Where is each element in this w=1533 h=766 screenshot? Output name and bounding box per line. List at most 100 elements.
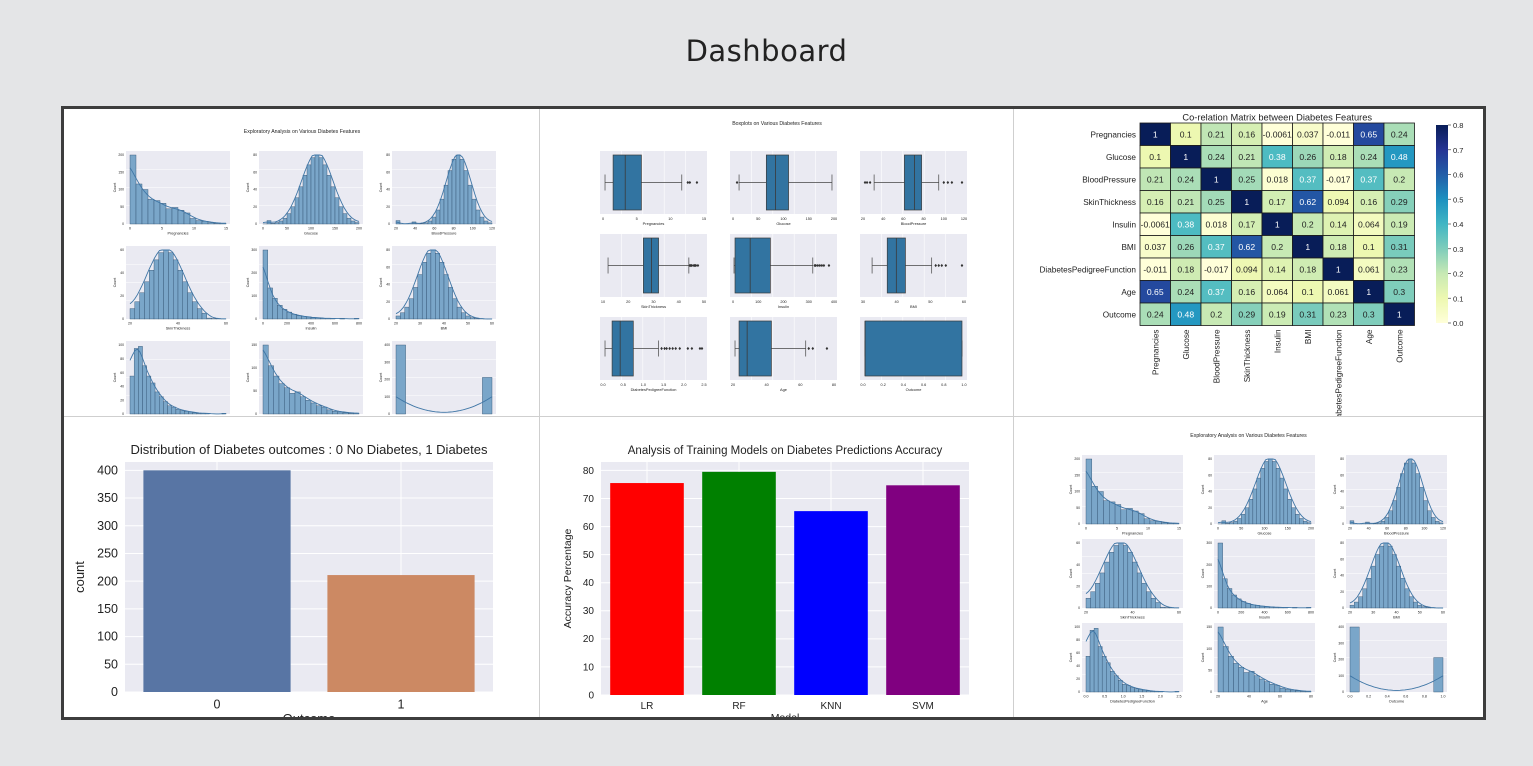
- colorbar: [1436, 125, 1448, 323]
- histogram-bar: [318, 157, 324, 225]
- y-tick-label: 100: [118, 343, 124, 347]
- subplot-outcome: 0.00.20.40.60.81.00100200300400OutcomeCo…: [379, 341, 496, 416]
- outlier-marker: [822, 263, 826, 268]
- histogram-bar: [471, 198, 477, 225]
- x-tick-label: 0: [602, 217, 604, 221]
- heatmap-cell: 0.24: [1139, 302, 1171, 326]
- x-tick-label: 60: [1385, 527, 1389, 531]
- y-tick-label: 300: [251, 248, 257, 252]
- histogram-bar: [1237, 518, 1242, 525]
- histogram-bar: [1259, 678, 1265, 693]
- box: [765, 154, 789, 211]
- x-tick-label: 80: [832, 383, 836, 387]
- histogram-bar: [1438, 522, 1444, 525]
- histogram-bar: [1136, 572, 1143, 609]
- y-tick-label: 0: [255, 317, 257, 321]
- heatmap-cell: 0.064: [1353, 212, 1385, 236]
- x-tick-label: 30: [651, 300, 655, 304]
- histogram-bar: [163, 401, 168, 415]
- histogram-bar: [278, 220, 284, 225]
- x-tick-label: LR: [641, 701, 654, 712]
- y-tick-label: 100: [1338, 674, 1344, 678]
- y-tick-label: 60: [583, 522, 595, 533]
- x-tick-label: 1.0: [961, 383, 966, 387]
- y-axis-label: Count: [379, 183, 383, 193]
- histogram-bar: [182, 281, 188, 320]
- x-tick-label: 30: [1371, 611, 1375, 615]
- heatmap-cell: 0.3: [1353, 302, 1385, 326]
- heatmap-cell: 0.18: [1322, 145, 1354, 169]
- y-tick-label: 80: [386, 153, 390, 157]
- x-tick-label: 80: [1309, 695, 1313, 699]
- histogram-bar: [346, 217, 352, 225]
- chart-title: Analysis of Training Models on Diabetes …: [628, 445, 943, 457]
- histogram-bar: [1248, 670, 1255, 693]
- outlier-marker: [686, 346, 690, 351]
- histogram-bar: [1375, 554, 1380, 609]
- x-tick-label: 600: [332, 322, 338, 326]
- heatmap-cell: 0.16: [1139, 190, 1171, 214]
- x-tick-label: 60: [962, 300, 966, 304]
- y-axis-label: Count: [1069, 485, 1073, 495]
- histogram-bar: [1427, 510, 1432, 525]
- outlier-marker: [960, 263, 964, 268]
- x-axis-label: SkinThickness: [641, 304, 666, 309]
- x-axis-label: BMI: [910, 304, 917, 309]
- outlier-marker: [700, 346, 704, 351]
- histogram-bar: [443, 184, 449, 225]
- cell-value: 0.18: [1330, 152, 1347, 162]
- boxplot-glucose: 0 50 100 150 200 Glucose: [730, 151, 837, 226]
- panel-heatmap: Co-relation Matrix between Diabetes Feat…: [1014, 109, 1483, 417]
- histogram-bar: [165, 208, 173, 225]
- x-axis-label: Pregnancies: [1122, 532, 1143, 536]
- y-tick-label: 0: [1078, 522, 1080, 526]
- x-axis-label: BloodPressure: [901, 221, 927, 226]
- x-axis-label: SkinThickness: [166, 327, 191, 331]
- x-tick-label: 0.0: [1348, 695, 1353, 699]
- histogram-bar: [1283, 488, 1288, 525]
- cell-value: 0.21: [1177, 197, 1194, 207]
- x-axis-label: BloodPressure: [1384, 532, 1409, 536]
- column-label: Age: [1365, 329, 1374, 344]
- y-tick-label: 20: [583, 634, 595, 645]
- cell-value: 0.38: [1177, 219, 1194, 229]
- cell-value: 0.18: [1330, 242, 1347, 252]
- heatmap-cell: 0.18: [1322, 235, 1354, 259]
- histogram-bar: [1241, 513, 1246, 525]
- outlier-marker: [816, 263, 820, 268]
- histogram-bar: [330, 186, 336, 225]
- cell-value: 0.14: [1330, 219, 1347, 229]
- kde-line: [395, 396, 493, 413]
- histogram-bar: [1103, 500, 1110, 525]
- y-tick-label: 0: [1342, 606, 1344, 610]
- heatmap-cell: 0.2: [1261, 235, 1293, 259]
- histogram-bar: [134, 301, 140, 320]
- heatmap-cell: 0.38: [1261, 145, 1293, 169]
- x-tick-label: 120: [961, 217, 967, 221]
- cell-value: 0.061: [1358, 264, 1380, 274]
- y-tick-label: 60: [1340, 473, 1344, 477]
- histogram-bar: [1349, 626, 1360, 693]
- heatmap-cell: 0.17: [1231, 212, 1263, 236]
- histogram-bar: [479, 216, 485, 225]
- x-tick-label: 0: [129, 227, 131, 231]
- column-label: BloodPressure: [1212, 329, 1221, 383]
- x-tick-label: 0.8: [941, 383, 946, 387]
- outlier-marker: [946, 180, 950, 185]
- y-axis-label: Count: [379, 373, 383, 383]
- histogram-bar: [1396, 487, 1401, 525]
- histogram-bar: [1118, 680, 1123, 693]
- x-tick-label: 60: [224, 322, 228, 326]
- histogram-bar: [1248, 499, 1254, 525]
- heatmap-cell: 0.48: [1170, 302, 1202, 326]
- cell-value: -0.0061: [1263, 129, 1292, 139]
- x-tick-label: 200: [831, 217, 837, 221]
- y-tick-label: 60: [1076, 541, 1080, 545]
- x-tick-label: 0: [1085, 527, 1087, 531]
- y-tick-label: 50: [1208, 669, 1212, 673]
- histogram-bar: [270, 223, 276, 225]
- outlier-marker: [944, 263, 948, 268]
- y-tick-label: 10: [583, 662, 595, 673]
- histogram-bar: [1233, 520, 1238, 525]
- histogram-bar: [310, 402, 317, 415]
